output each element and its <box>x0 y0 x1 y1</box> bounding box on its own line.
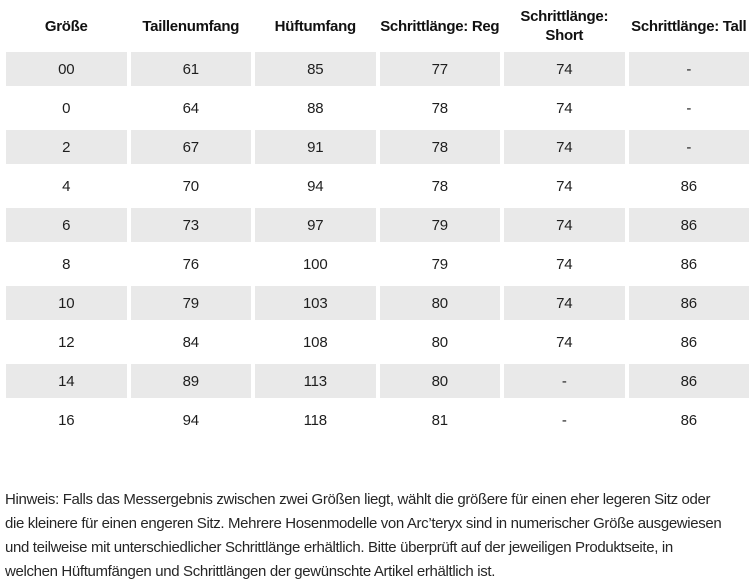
cell-size: 12 <box>6 325 127 359</box>
cell-waist: 76 <box>130 247 251 281</box>
cell-inseam-short: 74 <box>504 286 625 320</box>
note-line: und teilweise mit unterschiedlicher Schr… <box>5 539 673 556</box>
cell-waist: 70 <box>130 169 251 203</box>
cell-size: 8 <box>6 247 127 281</box>
cell-hip: 97 <box>255 208 376 242</box>
column-header-label: Schrittlänge: <box>520 8 609 25</box>
cell-size: 2 <box>6 130 127 164</box>
cell-inseam-short: 74 <box>504 208 625 242</box>
cell-inseam-reg: 80 <box>379 286 500 320</box>
cell-inseam-tall: 86 <box>628 364 749 398</box>
cell-waist: 94 <box>130 403 251 437</box>
table-row-size-12: 12 84 108 80 74 86 <box>6 325 749 359</box>
header-row: Größe Taillenumfang Hüftumfang Schrittlä… <box>6 5 749 47</box>
size-chart-table: Größe Taillenumfang Hüftumfang Schrittlä… <box>2 0 753 442</box>
column-header-label: Größe <box>44 17 88 35</box>
cell-inseam-tall: 86 <box>628 403 749 437</box>
cell-inseam-tall: - <box>628 52 749 86</box>
note-text: Hinweis: Falls das Messergebnis zwischen… <box>5 488 755 581</box>
cell-waist: 79 <box>130 286 251 320</box>
table-row-size-8: 8 76 100 79 74 86 <box>6 247 749 281</box>
cell-inseam-short: 74 <box>504 169 625 203</box>
cell-waist: 61 <box>130 52 251 86</box>
cell-inseam-tall: 86 <box>628 325 749 359</box>
cell-size: 14 <box>6 364 127 398</box>
note-line: die kleinere für einen engeren Sitz. Meh… <box>5 515 722 532</box>
cell-inseam-reg: 78 <box>379 91 500 125</box>
cell-hip: 113 <box>255 364 376 398</box>
cell-inseam-short: - <box>504 403 625 437</box>
column-header-label: Hüftumfang <box>274 17 356 35</box>
cell-hip: 91 <box>255 130 376 164</box>
cell-inseam-short: - <box>504 364 625 398</box>
column-header-label-line2: Short <box>545 27 584 44</box>
cell-waist: 64 <box>130 91 251 125</box>
column-header-label: Schrittlänge: Reg <box>380 17 500 35</box>
table-row-size-2: 2 67 91 78 74 - <box>6 130 749 164</box>
cell-inseam-tall: 86 <box>628 169 749 203</box>
column-header-taillenumfang: Taillenumfang <box>131 5 252 47</box>
cell-inseam-reg: 81 <box>379 403 500 437</box>
cell-inseam-tall: 86 <box>628 286 749 320</box>
note-line: Hinweis: Falls das Messergebnis zwischen… <box>5 491 711 508</box>
cell-inseam-short: 74 <box>504 325 625 359</box>
cell-inseam-tall: - <box>628 91 749 125</box>
column-header-label: Taillenumfang <box>142 17 240 35</box>
cell-size: 0 <box>6 91 127 125</box>
table-row-size-14: 14 89 113 80 - 86 <box>6 364 749 398</box>
table-row-size-6: 6 73 97 79 74 86 <box>6 208 749 242</box>
column-header-schrittlaenge-reg: Schrittlänge: Reg <box>380 5 501 47</box>
cell-waist: 73 <box>130 208 251 242</box>
cell-hip: 100 <box>255 247 376 281</box>
column-header-label: Schrittlänge: Tall <box>631 17 747 35</box>
cell-inseam-tall: 86 <box>628 247 749 281</box>
cell-size: 10 <box>6 286 127 320</box>
cell-inseam-short: 74 <box>504 52 625 86</box>
cell-hip: 85 <box>255 52 376 86</box>
cell-inseam-reg: 78 <box>379 169 500 203</box>
cell-inseam-reg: 79 <box>379 208 500 242</box>
cell-size: 16 <box>6 403 127 437</box>
table-row-size-10: 10 79 103 80 74 86 <box>6 286 749 320</box>
cell-hip: 103 <box>255 286 376 320</box>
column-header-schrittlaenge-tall: Schrittlänge: Tall <box>629 5 750 47</box>
table-header: Größe Taillenumfang Hüftumfang Schrittlä… <box>6 5 749 47</box>
cell-hip: 94 <box>255 169 376 203</box>
cell-inseam-tall: 86 <box>628 208 749 242</box>
column-header-schrittlaenge-short: Schrittlänge: Short <box>504 5 625 47</box>
table-row-size-4: 4 70 94 78 74 86 <box>6 169 749 203</box>
table-row-size-00: 00 61 85 77 74 - <box>6 52 749 86</box>
cell-inseam-short: 74 <box>504 130 625 164</box>
table-row-size-0: 0 64 88 78 74 - <box>6 91 749 125</box>
table-row-size-16: 16 94 118 81 - 86 <box>6 403 749 437</box>
cell-inseam-short: 74 <box>504 247 625 281</box>
cell-inseam-reg: 80 <box>379 325 500 359</box>
cell-inseam-reg: 79 <box>379 247 500 281</box>
cell-waist: 84 <box>130 325 251 359</box>
cell-size: 4 <box>6 169 127 203</box>
column-header-hueftumfang: Hüftumfang <box>255 5 376 47</box>
cell-size: 00 <box>6 52 127 86</box>
column-header-groesse: Größe <box>6 5 127 47</box>
cell-hip: 88 <box>255 91 376 125</box>
cell-inseam-short: 74 <box>504 91 625 125</box>
cell-inseam-reg: 80 <box>379 364 500 398</box>
cell-inseam-reg: 77 <box>379 52 500 86</box>
cell-inseam-reg: 78 <box>379 130 500 164</box>
cell-hip: 118 <box>255 403 376 437</box>
cell-hip: 108 <box>255 325 376 359</box>
table-body: 00 61 85 77 74 - 0 64 88 78 74 - 2 67 91… <box>6 52 749 437</box>
cell-inseam-tall: - <box>628 130 749 164</box>
note-line: welchen Hüftumfängen und Schrittlängen d… <box>5 563 496 580</box>
cell-waist: 67 <box>130 130 251 164</box>
cell-waist: 89 <box>130 364 251 398</box>
cell-size: 6 <box>6 208 127 242</box>
